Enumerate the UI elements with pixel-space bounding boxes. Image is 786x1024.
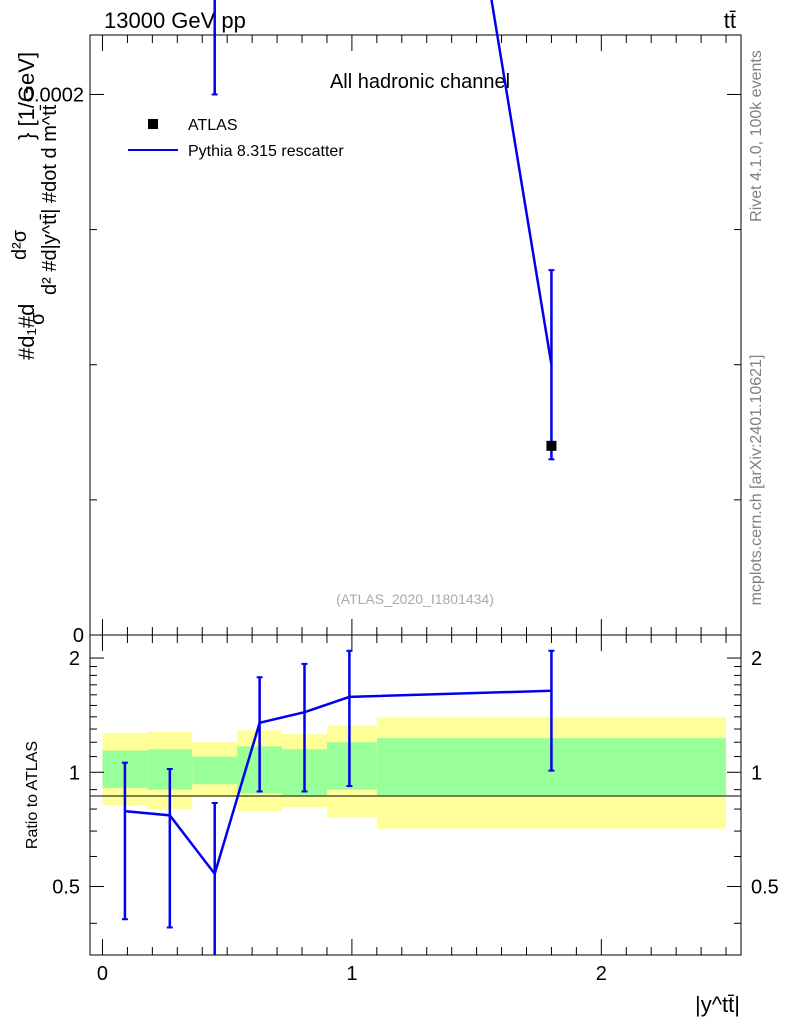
ratio-x-tick-label: 2: [596, 963, 607, 985]
ratio-band-inner: [326, 742, 377, 790]
ratio-x-tick-label: 1: [346, 963, 357, 985]
mcplots-label: mcplots.cern.ch [arXiv:2401.10621]: [748, 355, 765, 606]
legend-label-atlas: ATLAS: [188, 117, 238, 134]
ratio-x-ticks: 0 1 2: [97, 635, 727, 985]
main-mc-line: [490, 0, 553, 365]
energy-label: 13000 GeV pp: [104, 8, 246, 33]
process-label: tt̄: [724, 8, 736, 33]
ratio-mc-series: [121, 649, 555, 955]
ratio-y-tick-label: 2: [69, 648, 80, 670]
watermark: (ATLAS_2020_I1801434): [336, 591, 494, 607]
main-title: All hadronic channel: [330, 71, 510, 93]
ratio-y-tick-label: 0.5: [52, 877, 80, 899]
ratio-y-tick-label-right: 0.5: [751, 877, 779, 899]
y-label-part-3: d²σ: [9, 229, 31, 260]
ratio-y-tick-label-right: 1: [751, 762, 762, 784]
ratio-y-tick-label: 1: [69, 762, 80, 784]
main-data-marker: [546, 440, 557, 451]
rivet-label: Rivet 4.1.0, 100k events: [748, 50, 765, 222]
ratio-frame: [89, 634, 742, 956]
ratio-y-label: Ratio to ATLAS: [24, 741, 41, 849]
main-data-series: [546, 440, 557, 451]
x-axis-label: |y^tt̄|: [695, 992, 740, 1017]
main-y-tick-label: 0: [73, 625, 84, 647]
main-y-label: #d₁#d σ d²σ d² #d|y^tt̄| #dot d m^tt̄ } …: [9, 52, 61, 360]
main-y-ticks: 00.00020.00040.00060.00080.0010.00120.00…: [23, 84, 741, 647]
ratio-band-inner: [192, 756, 238, 785]
ratio-y-tick-label-right: 2: [751, 648, 762, 670]
ratio-panel: 0.5 0.5 1 1 2 2 0 1 2 Ratio to ATLAS |y^tt̄|: [24, 634, 779, 1017]
legend-marker-atlas: [148, 119, 158, 129]
main-panel: 00.00020.00040.00060.00080.0010.00120.00…: [9, 0, 742, 647]
ratio-bands: [102, 716, 727, 829]
y-label-part-2: σ: [27, 312, 49, 325]
legend: ATLAS Pythia 8.315 rescatter: [128, 117, 344, 160]
y-label-part-1: #d₁#d: [14, 304, 39, 360]
legend-label-pythia: Pythia 8.315 rescatter: [188, 143, 344, 160]
ratio-x-tick-label: 0: [97, 963, 108, 985]
main-mc-series: [211, 0, 555, 461]
ratio-y-ticks: 0.5 0.5 1 1 2 2: [52, 648, 779, 924]
main-x-ticks: [101, 35, 727, 635]
y-label-part-5: } [1/GeV]: [14, 52, 39, 140]
y-label-part-4: d² #d|y^tt̄| #dot d m^tt̄: [39, 104, 61, 295]
main-y-tick-label: 0.0002: [23, 84, 84, 106]
